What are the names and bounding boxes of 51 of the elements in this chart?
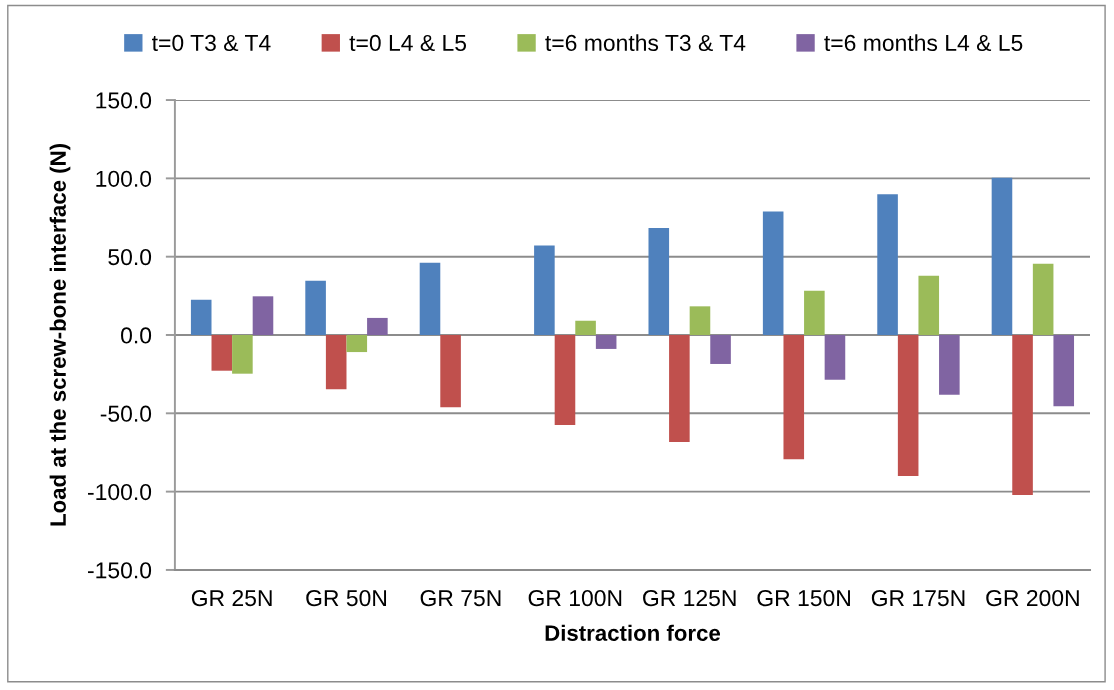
y-tick-label: 100.0: [96, 170, 152, 187]
bar: [554, 335, 576, 425]
bar: [534, 245, 555, 335]
bar: [669, 335, 690, 442]
bar: [367, 317, 388, 335]
bar: [783, 335, 805, 460]
y-axis-title: Load at the screw-bone interface (N): [49, 144, 71, 526]
bar: [877, 194, 898, 335]
x-tick-label: GR 75N: [420, 589, 501, 607]
bar: [325, 335, 347, 390]
x-tick-label: GR 125N: [643, 589, 736, 607]
bar: [575, 320, 596, 335]
bar: [232, 335, 253, 374]
bar: [305, 280, 326, 335]
x-tick-label: GR 150N: [757, 589, 850, 607]
x-tick-label: GR 200N: [986, 589, 1079, 607]
y-tick-label: -50.0: [100, 405, 152, 422]
x-axis-title: Distraction force: [545, 624, 721, 641]
bar: [897, 335, 919, 476]
bar: [346, 335, 368, 353]
y-tick-label: 0.0: [121, 327, 152, 344]
y-tick-label: -100.0: [88, 483, 152, 501]
legend-label: t=0 T3 & T4: [152, 34, 271, 52]
bar: [762, 211, 784, 335]
bar: [419, 262, 441, 335]
legend-label: t=0 L4 & L5: [349, 34, 467, 52]
bar: [1012, 335, 1033, 495]
y-tick-label: -150.0: [88, 562, 152, 579]
bar: [804, 290, 825, 335]
x-tick-label: GR 50N: [306, 589, 387, 607]
y-tick-label: 150.0: [96, 92, 152, 109]
bar: [689, 306, 711, 335]
bar: [190, 299, 212, 335]
bar: [939, 335, 960, 395]
y-tick-label: 50.0: [108, 248, 152, 266]
bar: [211, 335, 233, 371]
bar: [918, 275, 940, 335]
x-tick-label: GR 25N: [191, 589, 272, 607]
bar: [1053, 335, 1075, 407]
bar: [991, 177, 1013, 335]
legend-label: t=6 months L4 & L5: [824, 34, 1023, 52]
x-tick-label: GR 175N: [871, 589, 965, 607]
bar: [824, 335, 846, 380]
bar: [648, 228, 670, 335]
legend-label: t=6 months T3 & T4: [545, 34, 746, 52]
bar: [440, 335, 461, 408]
bar: [710, 335, 731, 364]
bar: [595, 335, 617, 349]
bar: [1032, 263, 1054, 335]
x-tick-label: GR 100N: [528, 589, 622, 607]
bar: [252, 296, 274, 335]
